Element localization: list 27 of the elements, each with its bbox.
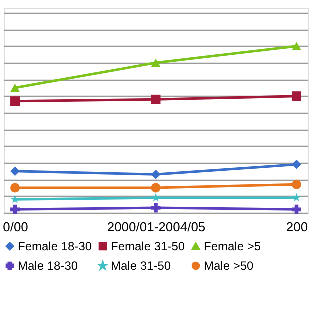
point bbox=[292, 193, 302, 202]
x-tick-label: 200 bbox=[286, 220, 308, 234]
point bbox=[151, 193, 161, 202]
point bbox=[10, 96, 20, 106]
legend-label: Female 18-30 bbox=[18, 239, 92, 254]
point bbox=[10, 166, 20, 176]
legend-label: Male 18-30 bbox=[18, 259, 78, 273]
point bbox=[151, 58, 161, 68]
legend-label: Female >5 bbox=[204, 240, 262, 254]
point bbox=[292, 180, 302, 190]
x-tick-label: 2000/01-2004/05 bbox=[107, 220, 206, 234]
point bbox=[151, 170, 161, 180]
legend-label: Female 31-50 bbox=[111, 239, 186, 254]
point bbox=[151, 183, 161, 193]
point bbox=[292, 204, 302, 214]
point bbox=[10, 194, 20, 204]
point bbox=[10, 84, 20, 92]
point bbox=[151, 203, 161, 213]
point bbox=[10, 204, 20, 214]
point bbox=[292, 92, 302, 102]
point bbox=[292, 160, 302, 170]
point bbox=[10, 183, 20, 193]
point bbox=[151, 94, 161, 104]
point bbox=[292, 42, 302, 50]
legend-label: Male >50 bbox=[204, 259, 254, 273]
x-tick-label: 0/00 bbox=[3, 220, 28, 234]
legend-label: Male 31-50 bbox=[111, 259, 172, 273]
